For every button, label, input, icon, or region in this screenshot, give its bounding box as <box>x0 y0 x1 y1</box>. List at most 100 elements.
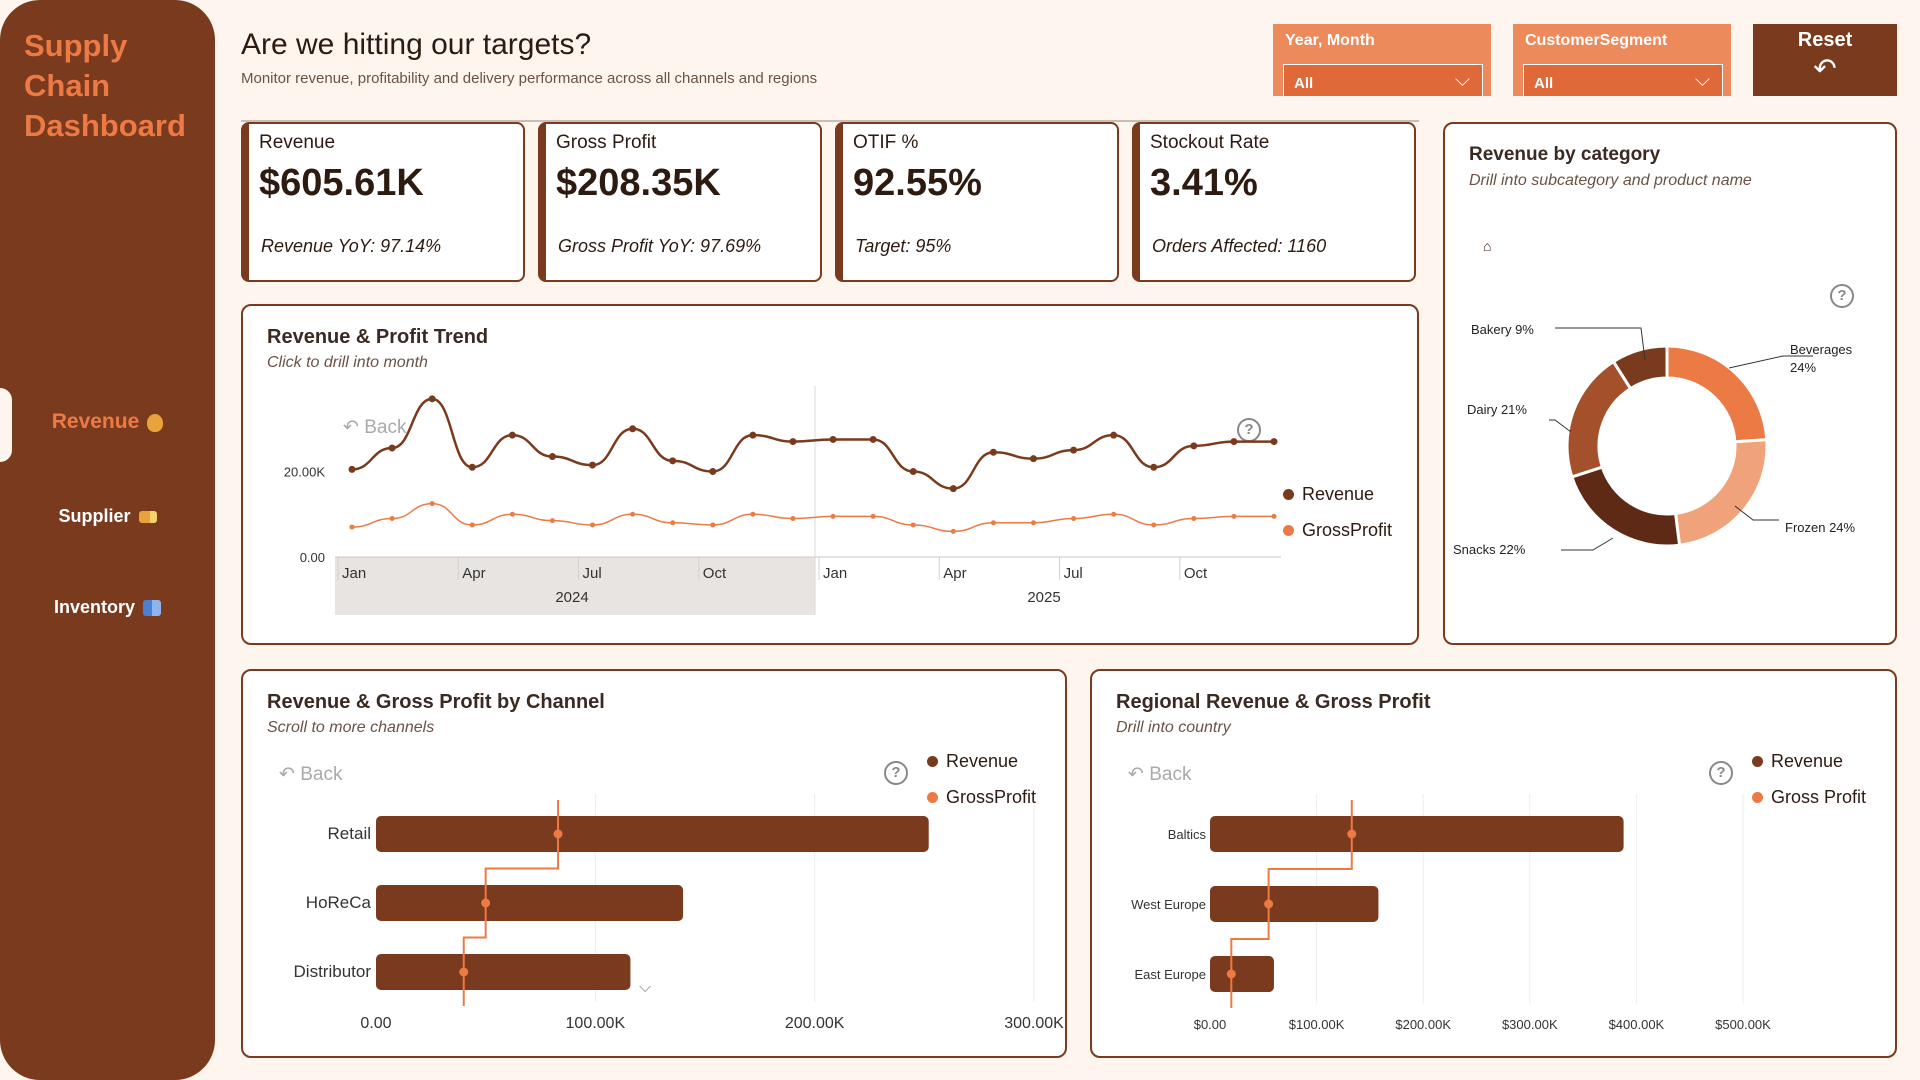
trend-chart[interactable]: 0.00 20.00K Jan Apr Jul Oct Jan Apr Jul Oct 2024 20… <box>241 304 1419 645</box>
sidebar-item-inventory[interactable]: Inventory <box>0 597 215 618</box>
kpi-card-gross-profit: Gross Profit $208.35K Gross Profit YoY: … <box>538 122 822 282</box>
kpi-subtext: Gross Profit YoY: 97.69% <box>558 236 762 256</box>
kpi-card-otif: OTIF % 92.55% Target: 95% <box>835 122 1119 282</box>
legend-label: Gross Profit <box>1771 786 1867 807</box>
profit-dot <box>1752 791 1763 803</box>
slice-label: Beverages <box>1790 342 1853 357</box>
card-title: Revenue & Profit Trend <box>267 326 489 348</box>
series-point <box>429 501 435 507</box>
x-tick-label: Jul <box>583 565 602 582</box>
kpi-subtext: Orders Affected: 1160 <box>1152 236 1327 256</box>
card-title: Revenue by category <box>1469 144 1661 165</box>
series-point <box>1230 438 1238 446</box>
customer-segment-dropdown[interactable]: All ⌵ <box>1523 64 1723 96</box>
legend-label: Revenue <box>1302 483 1375 504</box>
legend-item-profit: GrossProfit <box>1283 512 1392 548</box>
category-label: Distributor <box>294 962 372 981</box>
revenue-dot <box>1283 488 1294 500</box>
year-month-slicer[interactable]: Year, Month All ⌵ <box>1273 24 1491 96</box>
series-point <box>989 448 997 456</box>
revenue-bar-west-europe <box>1210 886 1379 922</box>
donut-slice-bakery <box>1611 344 1669 391</box>
back-button[interactable]: ↶ Back <box>343 416 406 439</box>
x-tick-label: $100.00K <box>1289 1017 1345 1032</box>
legend-label: GrossProfit <box>946 786 1037 807</box>
series-point <box>509 511 515 517</box>
sidebar: Supply Chain Dashboard Revenue Supplier … <box>0 0 215 1080</box>
help-icon[interactable]: ? <box>1830 284 1854 308</box>
donut-slice-beverages <box>1665 344 1769 444</box>
reset-button[interactable]: Reset ↶ <box>1753 24 1897 96</box>
trend-legend: Revenue GrossProfit <box>1283 476 1392 548</box>
header-divider <box>241 120 1419 122</box>
help-icon[interactable]: ? <box>884 761 908 785</box>
back-arrow-icon: ↶ <box>279 764 295 785</box>
x-tick-label: Apr <box>462 565 485 582</box>
category-donut-chart[interactable]: Beverages 24% Frozen 24% Snacks 22% Dairy 21… <box>1443 122 1897 645</box>
profit-dot <box>1283 524 1294 536</box>
kpi-title: Gross Profit <box>556 132 657 153</box>
slice-leader-line <box>1728 355 1813 369</box>
back-arrow-icon: ↶ <box>343 417 359 438</box>
card-subtitle: Drill into country <box>1116 719 1231 736</box>
kpi-value: $605.61K <box>259 162 424 204</box>
series-point <box>1150 463 1158 471</box>
sidebar-item-label: Inventory <box>53 597 136 617</box>
customer-segment-slicer[interactable]: CustomerSegment All ⌵ <box>1513 24 1731 96</box>
series-point <box>949 485 957 493</box>
series-point <box>830 513 836 519</box>
series-point <box>710 522 716 528</box>
series-point <box>670 520 676 526</box>
x-tick-label: $500.00K <box>1715 1017 1771 1032</box>
x-tick-label: $400.00K <box>1609 1017 1665 1032</box>
help-icon[interactable]: ? <box>1709 761 1733 785</box>
profit-point <box>481 898 491 908</box>
home-icon[interactable]: ⌂ <box>1483 238 1492 254</box>
series-point <box>348 465 356 473</box>
sidebar-item-revenue[interactable]: Revenue <box>0 410 215 434</box>
profit-dot <box>927 791 938 803</box>
slice-leader-line <box>1555 327 1646 361</box>
y-tick-label: 0.00 <box>300 550 325 565</box>
kpi-card-stockout: Stockout Rate 3.41% Orders Affected: 116… <box>1132 122 1416 282</box>
series-point <box>669 457 677 465</box>
card-title: Regional Revenue & Gross Profit <box>1116 691 1431 713</box>
kpi-card-revenue: Revenue $605.61K Revenue YoY: 97.14% <box>241 122 525 282</box>
revenue-bar-east-europe <box>1210 956 1274 992</box>
back-arrow-icon: ↶ <box>1128 764 1144 785</box>
legend-item-revenue: Revenue <box>927 743 1036 779</box>
series-point <box>508 431 516 439</box>
trend-card: Revenue & Profit Trend Click to drill in… <box>241 304 1419 645</box>
revenue-bar-baltics <box>1210 816 1624 852</box>
sidebar-item-supplier[interactable]: Supplier <box>0 506 215 527</box>
back-button[interactable]: ↶ Back <box>1128 763 1191 786</box>
legend-item-profit: GrossProfit <box>927 779 1036 815</box>
series-point <box>1231 513 1237 519</box>
revenue-dot <box>927 755 938 767</box>
series-point <box>950 528 956 534</box>
slice-label: Bakery 9% <box>1471 322 1534 337</box>
channel-bar-chart[interactable]: 0.00 100.00K 200.00K 300.00K Retail HoReCa Dis… <box>241 669 1067 1058</box>
page-title: Are we hitting our targets? <box>241 28 592 61</box>
year-month-dropdown[interactable]: All ⌵ <box>1283 64 1483 96</box>
series-point <box>909 468 917 475</box>
y-tick-label: 20.00K <box>284 465 326 480</box>
scroll-down-icon[interactable]: ⌵ <box>639 979 652 996</box>
kpi-subtext: Target: 95% <box>855 236 952 256</box>
truck-icon <box>138 510 157 523</box>
legend-label: GrossProfit <box>1302 519 1393 540</box>
channel-legend: Revenue GrossProfit <box>927 743 1036 815</box>
x-tick-label: Apr <box>943 565 966 582</box>
year-2024-band <box>335 557 815 615</box>
legend-item-profit: Gross Profit <box>1752 779 1866 815</box>
series-point <box>749 431 757 439</box>
regional-bar-chart[interactable]: $0.00 $100.00K $200.00K $300.00K $400.00K $50… <box>1090 669 1897 1058</box>
donut-slice-dairy <box>1565 359 1633 479</box>
slice-label: Snacks 22% <box>1453 542 1526 557</box>
slicer-label: CustomerSegment <box>1525 32 1668 49</box>
back-button[interactable]: ↶ Back <box>279 763 342 786</box>
series-point <box>990 520 996 526</box>
x-tick-label: Jan <box>823 565 847 582</box>
x-tick-label: 0.00 <box>360 1015 391 1032</box>
series-point <box>468 463 476 471</box>
